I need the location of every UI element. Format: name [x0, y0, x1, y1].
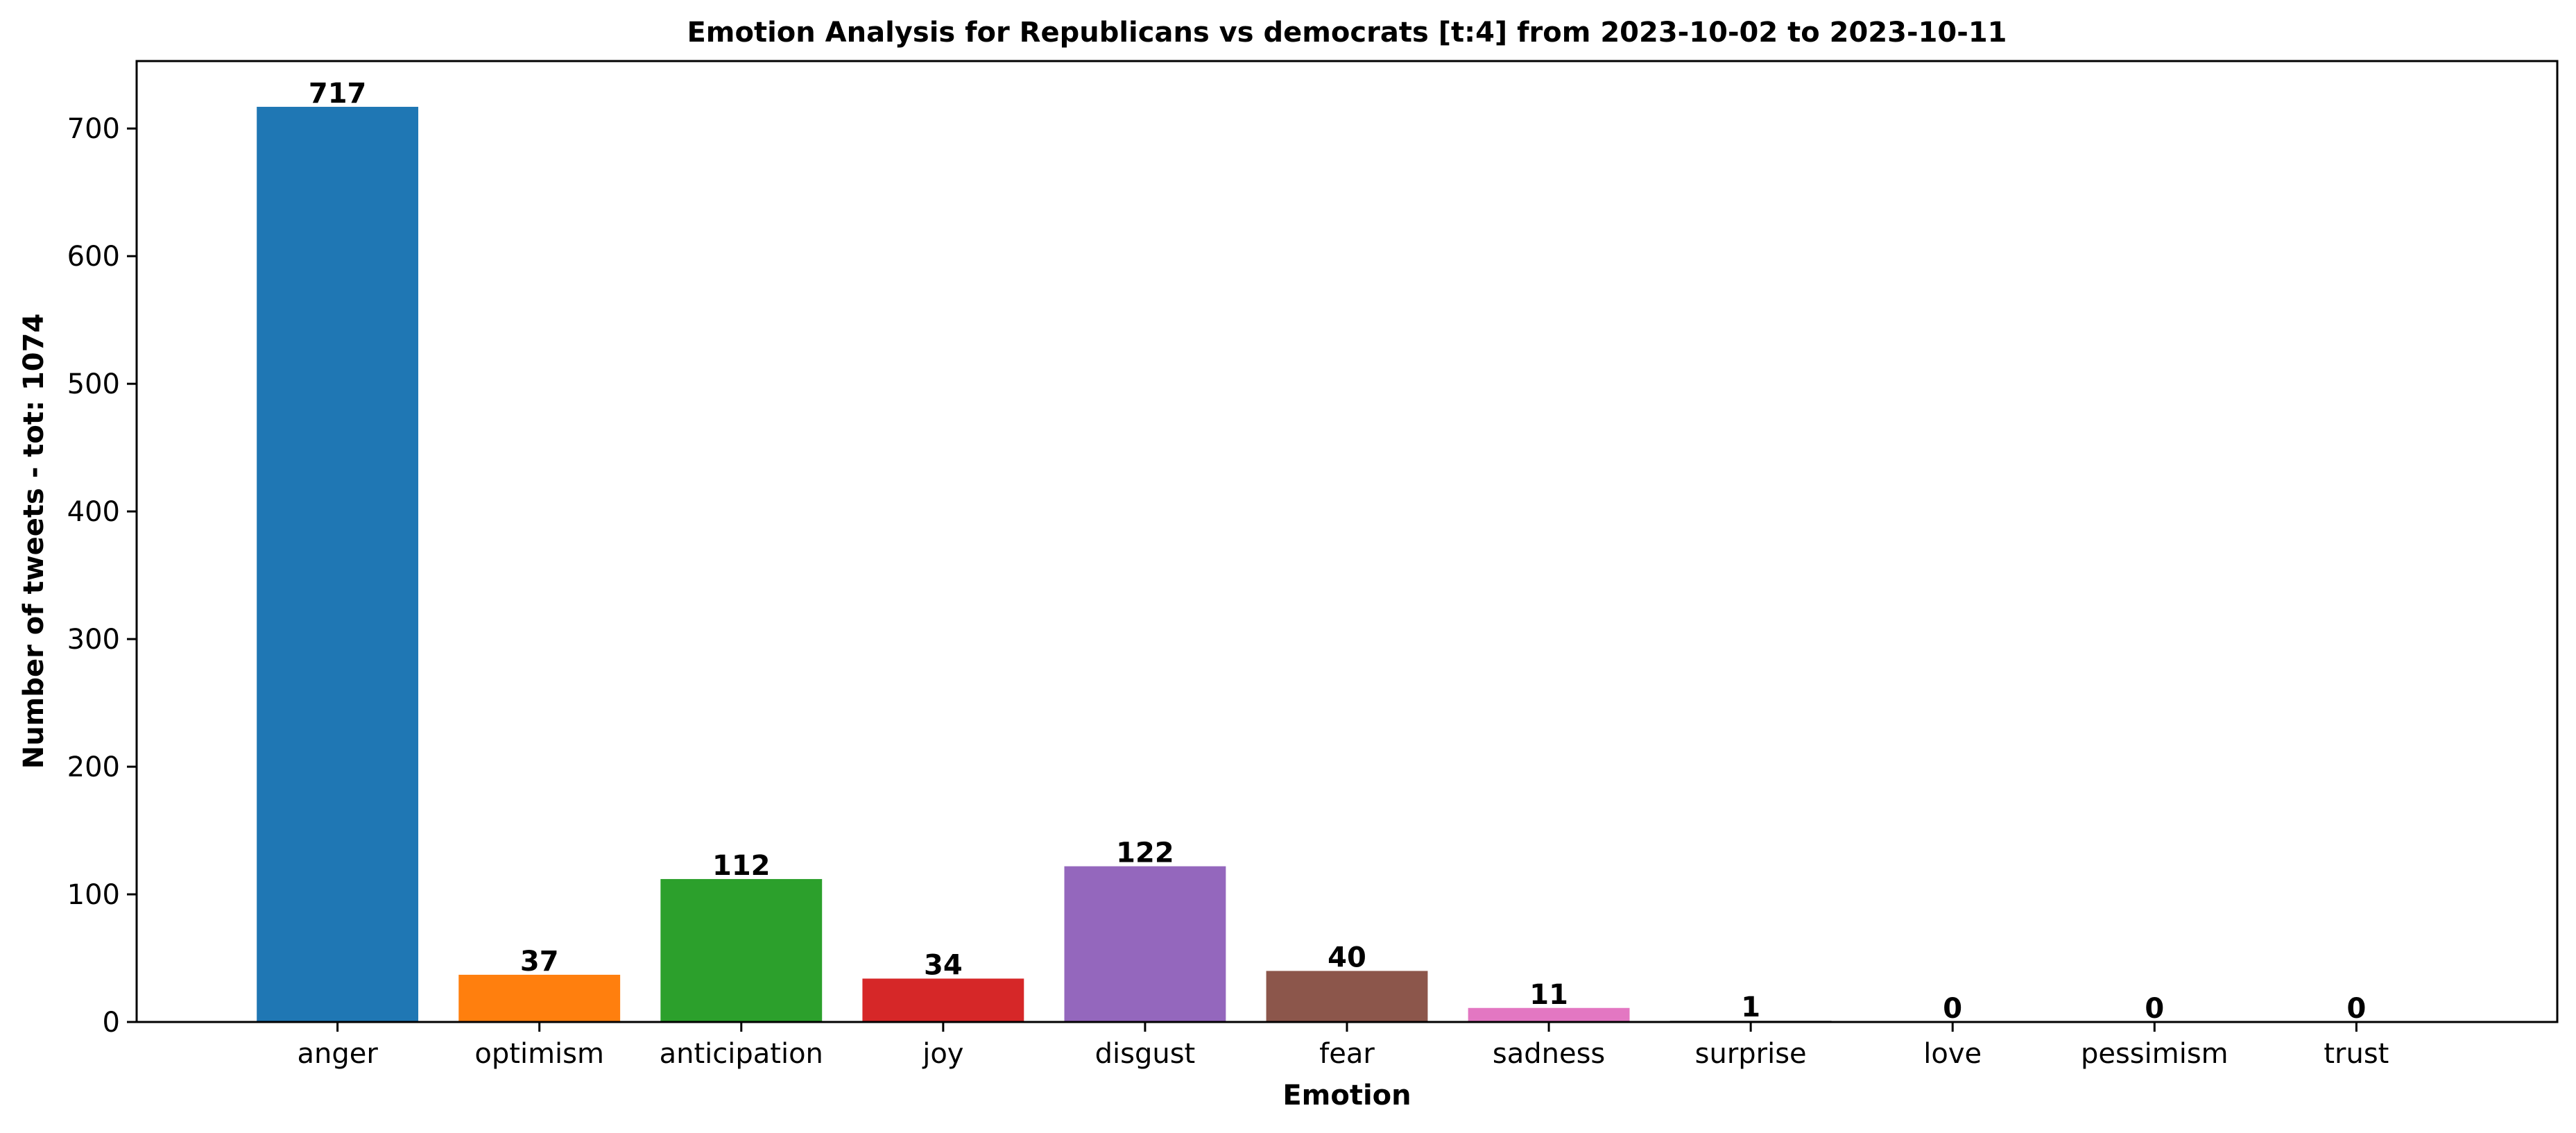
bar-optimism [458, 974, 621, 1022]
bar-value-label-sadness: 11 [1529, 979, 1568, 1011]
bar-joy [862, 978, 1024, 1022]
y-tick-label: 600 [67, 241, 120, 273]
plot-frame [135, 60, 2559, 1023]
bar-value-label-anger: 717 [309, 78, 367, 110]
x-tick-label-disgust: disgust [1095, 1038, 1196, 1070]
x-tick-label-love: love [1923, 1038, 1982, 1070]
x-axis-ticks: anger optimism anticipation joy disgust fear s… [297, 1022, 2389, 1070]
x-tick-label-optimism: optimism [474, 1038, 604, 1070]
y-axis-label: Number of tweets - tot: 1074 [18, 314, 50, 769]
y-tick-label: 300 [67, 624, 120, 656]
bar-value-label-optimism: 37 [520, 946, 559, 978]
bar-disgust [1064, 866, 1226, 1022]
x-tick-label-fear: fear [1319, 1038, 1375, 1070]
bar-anticipation [660, 878, 823, 1022]
y-tick-label: 400 [67, 496, 120, 528]
bars [257, 106, 1832, 1022]
bar-value-label-joy: 34 [924, 949, 963, 981]
bar-sadness [1468, 1007, 1630, 1022]
y-axis-ticks: 0 100 200 300 400 500 600 700 [67, 113, 137, 1039]
bar-value-label-anticipation: 112 [712, 850, 771, 882]
y-tick-label: 100 [67, 879, 120, 911]
y-tick-label: 200 [67, 751, 120, 783]
y-tick-label: 500 [67, 368, 120, 400]
bar-value-label-surprise: 1 [1741, 991, 1760, 1023]
bar-fear [1266, 971, 1428, 1022]
bar-value-label-disgust: 122 [1116, 837, 1174, 869]
bar-value-label-trust: 0 [2346, 993, 2366, 1025]
x-tick-label-anger: anger [297, 1038, 378, 1070]
bar-anger [257, 106, 419, 1022]
y-tick-label: 0 [103, 1007, 120, 1039]
bar-value-label-pessimism: 0 [2145, 993, 2164, 1025]
x-tick-label-anticipation: anticipation [660, 1038, 823, 1070]
x-tick-label-surprise: surprise [1695, 1038, 1807, 1070]
x-tick-label-trust: trust [2324, 1038, 2389, 1070]
x-tick-label-sadness: sadness [1493, 1038, 1605, 1070]
bar-value-label-love: 0 [1943, 993, 1962, 1025]
chart-title: Emotion Analysis for Republicans vs demo… [687, 17, 2007, 49]
x-tick-label-pessimism: pessimism [2081, 1038, 2229, 1070]
x-axis-label: Emotion [1282, 1080, 1411, 1111]
x-tick-label-joy: joy [922, 1038, 963, 1070]
y-tick-label: 700 [67, 113, 120, 145]
bar-value-label-fear: 40 [1328, 942, 1366, 973]
